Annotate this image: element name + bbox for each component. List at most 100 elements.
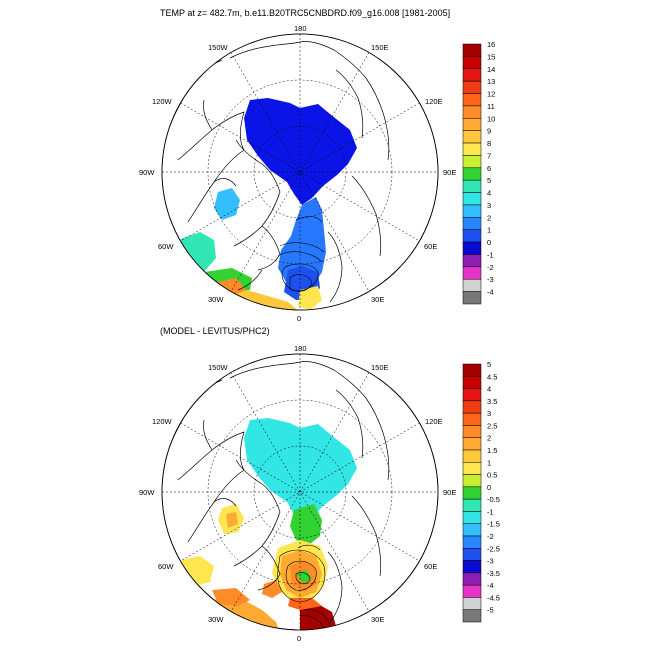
bottom-colorbar-swatch-0: [462, 363, 482, 377]
top-colorbar-swatch-17: [462, 254, 482, 268]
bottom-field-atlantic-dark: [212, 588, 250, 606]
top-field-nordic-seas: [278, 197, 326, 290]
bottom-colorbar-tick-label: -2: [487, 532, 494, 541]
top-colorbar-swatch-0: [462, 43, 482, 57]
top-colorbar-tick-label: -2: [487, 263, 494, 272]
top-colorbar-tick-label: 12: [487, 90, 495, 99]
bottom-colorbar-swatch-10: [462, 486, 482, 500]
top-lon-120w: 120W: [152, 97, 173, 106]
top-colorbar-swatch-9: [462, 155, 482, 169]
bottom-colorbar-swatch-9: [462, 474, 482, 488]
top-colorbar-swatch-20: [462, 291, 482, 305]
bottom-lon-90e: 90E: [443, 488, 456, 497]
bottom-colorbar-swatch-14: [462, 535, 482, 549]
top-map: 180 150E 120E 90E 60E 30E 0 30W 60W 90W …: [139, 24, 456, 323]
bottom-colorbar-swatch-11: [462, 498, 482, 512]
bottom-lon-60w: 60W: [158, 562, 174, 571]
top-panel-title: TEMP at z= 482.7m, b.e11.B20TRC5CNBDRD.f…: [160, 8, 451, 18]
top-lon-90e: 90E: [443, 168, 456, 177]
top-colorbar-tick-label: 13: [487, 77, 495, 86]
bottom-colorbar-tick-label: 3.5: [487, 397, 497, 406]
top-lon-60w: 60W: [158, 242, 174, 251]
top-colorbar-swatch-16: [462, 241, 482, 255]
bottom-colorbar-tick-label: -3.5: [487, 569, 500, 578]
top-colorbar-swatch-1: [462, 56, 482, 70]
top-lon-60e: 60E: [424, 242, 437, 251]
top-graticule: [162, 34, 438, 310]
top-field-baffin: [214, 188, 240, 220]
top-colorbar-tick-label: 1: [487, 226, 491, 235]
top-colorbar-tick-label: 6: [487, 164, 491, 173]
bottom-lon-labels: 180 150E 120E 90E 60E 30E 0 30W 60W 90W …: [139, 344, 456, 643]
bottom-lon-0: 0: [297, 634, 301, 643]
top-colorbar-swatch-4: [462, 93, 482, 107]
bottom-colorbar-swatch-3: [462, 400, 482, 414]
bottom-graticule: [162, 354, 438, 630]
bottom-colorbar-tick-label: -0.5: [487, 495, 500, 504]
top-lon-150w: 150W: [208, 43, 229, 52]
bottom-colorbar-tick-label: 0: [487, 483, 491, 492]
bottom-colorbar-tick-label: 1: [487, 458, 491, 467]
bottom-colorbar-swatch-18: [462, 584, 482, 598]
top-colorbar-swatch-13: [462, 204, 482, 218]
top-colorbar-swatch-2: [462, 68, 482, 82]
bottom-lon-30w: 30W: [208, 615, 224, 624]
top-colorbar-tick-label: 9: [487, 127, 491, 136]
bottom-map: 180 150E 120E 90E 60E 30E 0 30W 60W 90W …: [139, 344, 456, 643]
top-colorbar-tick-label: 8: [487, 139, 491, 148]
bottom-colorbar-tick-label: 3: [487, 409, 491, 418]
top-colorbar-swatch-8: [462, 142, 482, 156]
bottom-colorbar-swatch-12: [462, 511, 482, 524]
top-lon-0: 0: [297, 314, 301, 323]
bottom-colorbar-tick-label: 4: [487, 385, 491, 394]
bottom-colorbar-swatch-1: [462, 376, 482, 389]
bottom-field-fram-green: [290, 504, 322, 544]
top-colorbar-tick-label: 7: [487, 151, 491, 160]
top-colorbar-tick-label: 2: [487, 213, 491, 222]
bottom-lon-120w: 120W: [152, 417, 173, 426]
bottom-colorbar-swatch-16: [462, 560, 482, 574]
bottom-colorbar-tick-label: 2.5: [487, 421, 497, 430]
top-colorbar-swatch-5: [462, 105, 482, 119]
top-colorbar-tick-label: 3: [487, 201, 491, 210]
top-colorbar-swatch-15: [462, 229, 482, 243]
bottom-lon-180: 180: [294, 344, 307, 353]
bottom-field-norway-orange: [288, 598, 322, 610]
top-colorbar-swatch-6: [462, 118, 482, 131]
bottom-lon-30e: 30E: [371, 615, 384, 624]
bottom-colorbar-tick-label: -1.5: [487, 520, 500, 529]
top-colorbar-swatch-12: [462, 192, 482, 206]
bottom-field-baffin-orange: [226, 512, 238, 528]
top-colorbar-swatch-19: [462, 278, 482, 292]
bottom-lon-90w: 90W: [139, 488, 155, 497]
top-colorbar-swatch-14: [462, 217, 482, 230]
top-colorbar-tick-label: -3: [487, 275, 494, 284]
bottom-lon-150w: 150W: [208, 363, 229, 372]
bottom-colorbar-swatch-17: [462, 572, 482, 586]
top-colorbar-tick-label: -1: [487, 250, 494, 259]
top-lon-30e: 30E: [371, 295, 384, 304]
bottom-colorbar-swatch-20: [462, 609, 482, 623]
top-lon-180: 180: [294, 24, 307, 33]
bottom-field-greenland-sea-orange: [262, 580, 282, 598]
bottom-colorbar-tick-label: -2.5: [487, 544, 500, 553]
bottom-colorbar-tick-label: -1: [487, 507, 494, 516]
top-colorbar-swatch-18: [462, 266, 482, 280]
bottom-colorbar-tick-label: 1.5: [487, 446, 497, 455]
top-colorbar-tick-label: 11: [487, 102, 495, 111]
bottom-colorbar-tick-label: -4: [487, 581, 494, 590]
bottom-colorbar-swatch-4: [462, 412, 482, 426]
top-colorbar-tick-label: 10: [487, 114, 495, 123]
top-colorbar-tick-label: 15: [487, 52, 495, 61]
top-colorbar-tick-label: -4: [487, 288, 494, 297]
top-colorbar-swatch-10: [462, 167, 482, 181]
bottom-colorbar-swatch-2: [462, 388, 482, 402]
bottom-colorbar-swatch-8: [462, 462, 482, 475]
bottom-panel-title: (MODEL - LEVITUS/PHC2): [160, 326, 270, 336]
bottom-colorbar-swatch-15: [462, 548, 482, 561]
bottom-field-nordic-green-eddy: [296, 570, 312, 584]
top-colorbar-tick-label: 5: [487, 176, 491, 185]
bottom-colorbar-swatch-19: [462, 597, 482, 610]
